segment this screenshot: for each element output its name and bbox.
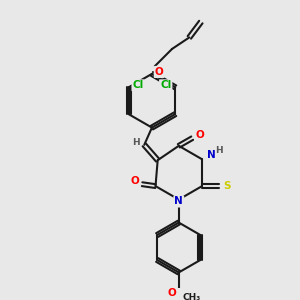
Text: Cl: Cl: [133, 80, 144, 90]
Text: CH₃: CH₃: [183, 293, 201, 300]
Text: O: O: [167, 288, 176, 298]
Text: O: O: [155, 67, 164, 77]
Text: N: N: [174, 196, 183, 206]
Text: Cl: Cl: [160, 80, 171, 90]
Text: H: H: [132, 138, 140, 147]
Text: N: N: [207, 150, 216, 161]
Text: O: O: [195, 130, 204, 140]
Text: O: O: [130, 176, 139, 186]
Text: S: S: [223, 181, 231, 191]
Text: H: H: [215, 146, 223, 155]
